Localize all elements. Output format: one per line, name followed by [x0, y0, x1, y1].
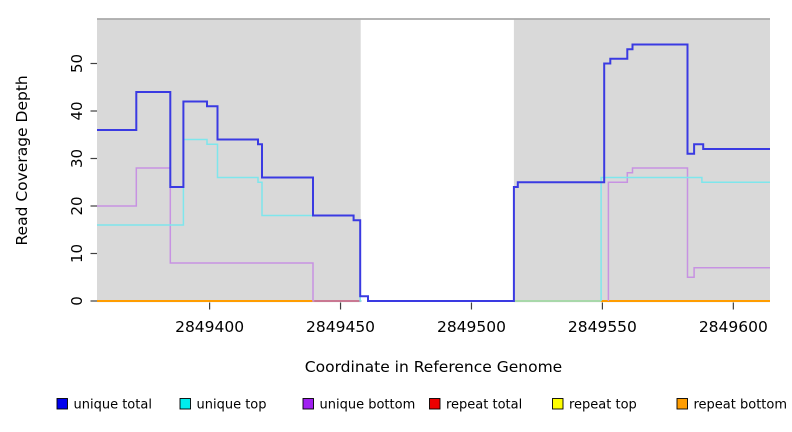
- unique-bottom-line-1: [607, 167, 770, 301]
- x-tick-label-2849450: 2849450: [306, 318, 375, 336]
- x-tick-label-2849400: 2849400: [175, 318, 244, 336]
- legend-label-unique-bottom: unique bottom: [320, 398, 416, 413]
- legend-swatch-unique-bottom: [302, 398, 314, 410]
- y-tick-label-50: 50: [68, 54, 86, 73]
- y-tick-label-10: 10: [68, 244, 86, 263]
- legend-label-repeat-top: repeat top: [569, 398, 637, 413]
- x-axis-title: Coordinate in Reference Genome: [305, 358, 562, 376]
- unique-total-line-0: [97, 43, 770, 302]
- y-tick-label-40: 40: [68, 101, 86, 120]
- legend-swatch-repeat-total: [429, 398, 441, 410]
- legend-label-repeat-total: repeat total: [446, 398, 522, 413]
- unique-top-line-1: [600, 176, 770, 301]
- legend-swatch-unique-top: [179, 398, 191, 410]
- y-tick-label-0: 0: [68, 296, 86, 306]
- y-tick-label-30: 30: [68, 149, 86, 168]
- legend-label-unique-total: unique total: [74, 398, 152, 413]
- legend-swatch-repeat-bottom: [676, 398, 688, 410]
- x-tick-label-2849500: 2849500: [437, 318, 506, 336]
- covered-region-0: [97, 19, 361, 303]
- unique-bottom-line-0: [97, 167, 315, 302]
- y-axis-title: Read Coverage Depth: [13, 75, 31, 245]
- y-tick-label-20: 20: [68, 196, 86, 215]
- x-tick-label-2849600: 2849600: [699, 318, 768, 336]
- x-tick-label-2849550: 2849550: [568, 318, 637, 336]
- legend-swatch-unique-total: [56, 398, 68, 410]
- legend-label-unique-top: unique top: [197, 398, 267, 413]
- covered-region-1: [513, 19, 770, 303]
- legend-swatch-repeat-top: [552, 398, 564, 410]
- legend-label-repeat-bottom: repeat bottom: [694, 398, 788, 413]
